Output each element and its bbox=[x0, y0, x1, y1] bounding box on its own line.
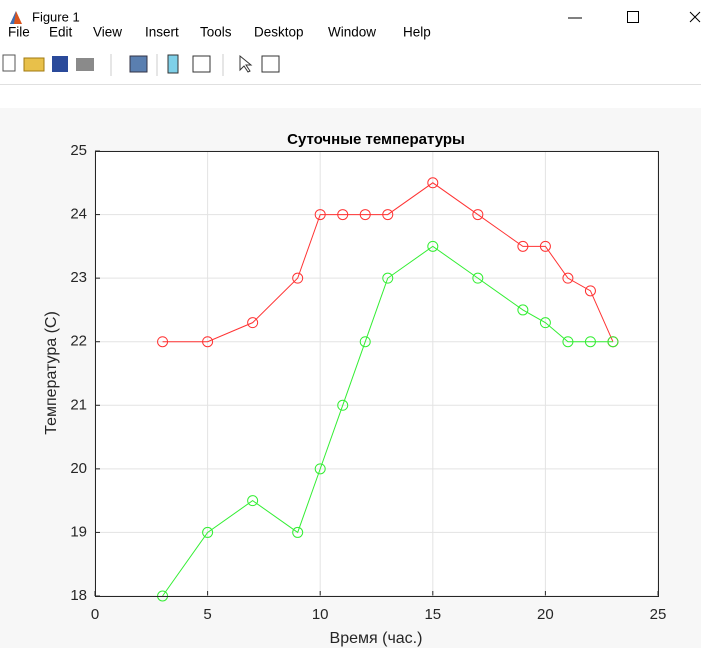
data-point bbox=[517, 304, 529, 316]
y-tick-label: 19 bbox=[70, 523, 87, 540]
print-icon[interactable] bbox=[76, 58, 94, 71]
chart-title: Суточные температуры bbox=[287, 131, 465, 148]
data-point bbox=[202, 336, 214, 348]
menu-item[interactable]: Edit bbox=[49, 25, 73, 40]
toolbar bbox=[2, 54, 280, 76]
data-point bbox=[292, 272, 304, 284]
data-point bbox=[584, 285, 596, 297]
y-tick-label: 24 bbox=[70, 206, 87, 223]
data-point bbox=[337, 209, 349, 221]
menu-item[interactable]: File bbox=[8, 25, 30, 40]
data-point bbox=[607, 336, 619, 348]
data-point bbox=[202, 526, 214, 538]
close-button[interactable] bbox=[689, 11, 701, 23]
data-point bbox=[427, 240, 439, 252]
data-point bbox=[562, 336, 574, 348]
axes-box bbox=[95, 151, 659, 597]
data-point bbox=[472, 272, 484, 284]
data-point bbox=[247, 495, 259, 507]
new-icon[interactable] bbox=[2, 54, 16, 72]
data-point bbox=[314, 209, 326, 221]
x-axis-label: Время (час.) bbox=[330, 630, 423, 647]
x-tick-label: 25 bbox=[650, 606, 667, 623]
data-point bbox=[359, 209, 371, 221]
data-point bbox=[247, 317, 259, 329]
data-point bbox=[382, 272, 394, 284]
data-point bbox=[427, 177, 439, 189]
y-tick-label: 22 bbox=[70, 333, 87, 350]
data-point bbox=[562, 272, 574, 284]
y-axis-label: Температура (C) bbox=[43, 311, 60, 435]
menu-item[interactable]: Tools bbox=[200, 25, 232, 40]
menu-item[interactable]: Desktop bbox=[254, 25, 304, 40]
maximize-button[interactable] bbox=[627, 11, 639, 23]
y-tick-label: 18 bbox=[70, 587, 87, 604]
legend-icon[interactable] bbox=[192, 55, 211, 73]
y-tick-label: 21 bbox=[70, 396, 87, 413]
link-icon[interactable] bbox=[129, 55, 148, 73]
x-tick-label: 20 bbox=[537, 606, 554, 623]
data-point bbox=[539, 317, 551, 329]
colorbar-icon[interactable] bbox=[167, 54, 179, 74]
data-point bbox=[337, 399, 349, 411]
data-point bbox=[517, 240, 529, 252]
data-point bbox=[314, 463, 326, 475]
x-tick-label: 5 bbox=[203, 606, 211, 623]
open-icon[interactable] bbox=[23, 57, 45, 72]
menu-item[interactable]: Help bbox=[403, 25, 431, 40]
app-icon-shade bbox=[10, 11, 16, 24]
x-tick-label: 10 bbox=[312, 606, 329, 623]
menu-item[interactable]: View bbox=[93, 25, 122, 40]
data-point bbox=[472, 209, 484, 221]
menu-item[interactable]: Window bbox=[328, 25, 376, 40]
data-point bbox=[539, 240, 551, 252]
axes-background bbox=[95, 151, 658, 596]
series-line bbox=[162, 245, 613, 597]
y-tick-label: 25 bbox=[70, 142, 87, 159]
x-tick-label: 0 bbox=[91, 606, 99, 623]
y-tick-label: 23 bbox=[70, 269, 87, 286]
x-tick-label: 15 bbox=[424, 606, 441, 623]
window-title: Figure 1 bbox=[32, 9, 80, 24]
series-line bbox=[162, 182, 614, 343]
save-icon[interactable] bbox=[52, 56, 68, 72]
menu-bar: File Edit View Insert Tools Desktop Window Help bbox=[8, 25, 431, 40]
data-point bbox=[359, 336, 371, 348]
data-point bbox=[292, 526, 304, 538]
data-point bbox=[584, 336, 596, 348]
data-point bbox=[157, 336, 169, 348]
y-tick-label: 20 bbox=[70, 460, 87, 477]
data-point bbox=[382, 209, 394, 221]
property-editor-icon[interactable] bbox=[261, 55, 280, 73]
menu-item[interactable]: Insert bbox=[145, 25, 179, 40]
pointer-icon[interactable] bbox=[239, 54, 253, 73]
